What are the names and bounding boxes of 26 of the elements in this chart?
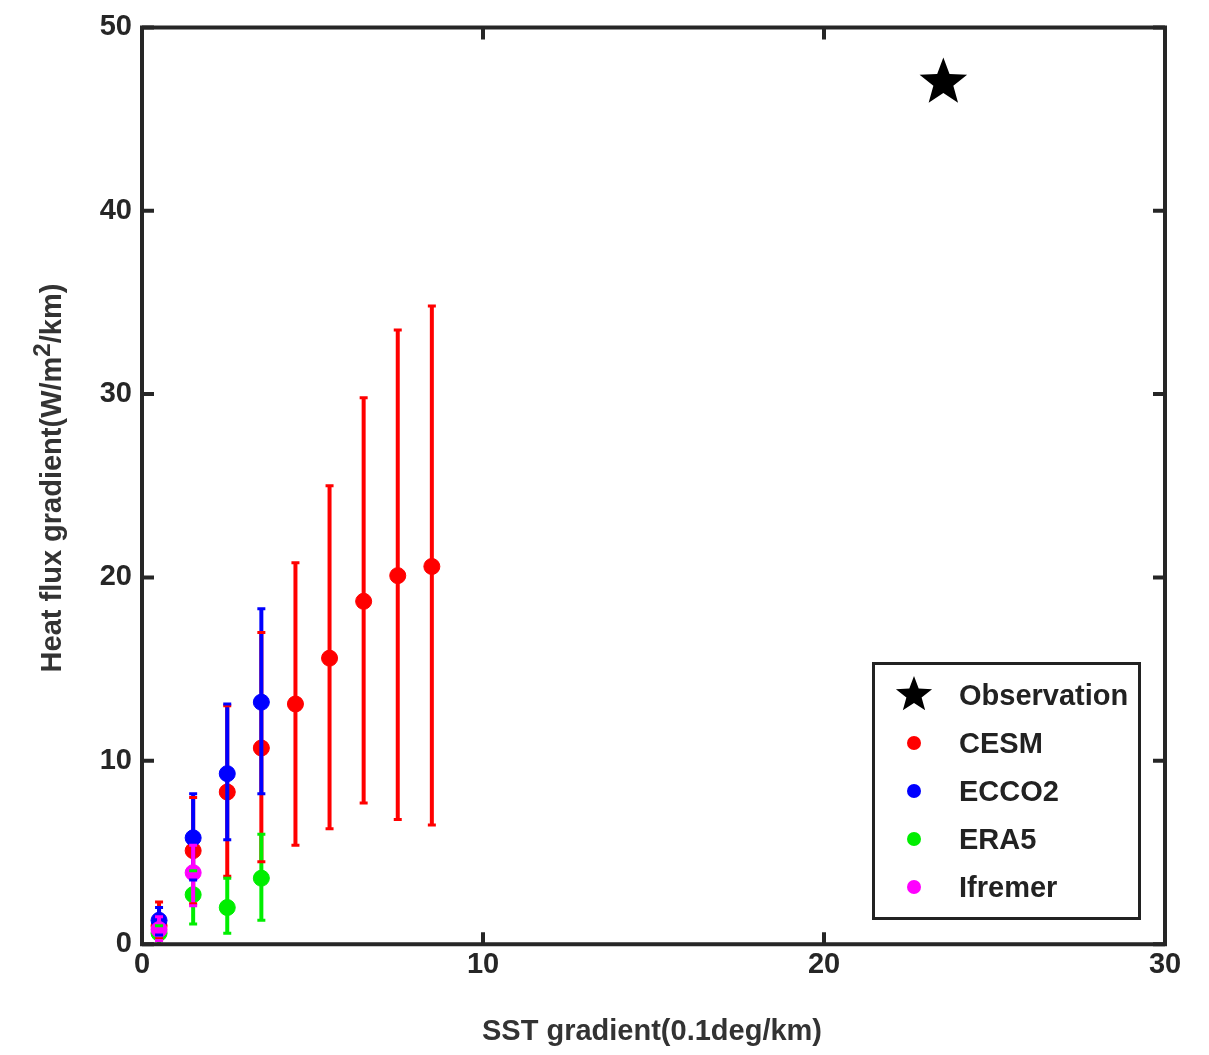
y-tick-label: 50 — [99, 9, 132, 42]
legend-label: ERA5 — [959, 822, 1037, 856]
y-tick-label: 40 — [99, 192, 132, 225]
x-tick-label: 10 — [466, 946, 500, 979]
x-axis-title: SST gradient(0.1deg/km) — [481, 1013, 823, 1047]
point — [423, 557, 441, 575]
x-tick-label: 20 — [807, 946, 841, 979]
y-tick-label: 0 — [115, 926, 132, 959]
y-tick-label: 30 — [99, 376, 132, 409]
point — [355, 592, 373, 610]
point — [252, 693, 270, 711]
legend-label: CESM — [959, 726, 1043, 760]
point — [252, 869, 270, 887]
point — [218, 899, 236, 917]
legend-label: Observation — [959, 678, 1129, 712]
point — [286, 695, 304, 713]
point — [919, 57, 968, 103]
y-tick-label: 10 — [99, 742, 132, 775]
point — [389, 567, 407, 585]
point — [321, 649, 339, 667]
point — [218, 765, 236, 783]
legend-label: Ifremer — [959, 870, 1058, 904]
x-tick-label: 30 — [1148, 946, 1182, 979]
legend-label: ECCO2 — [959, 774, 1059, 808]
point — [184, 829, 202, 847]
y-tick-label: 20 — [99, 559, 132, 592]
